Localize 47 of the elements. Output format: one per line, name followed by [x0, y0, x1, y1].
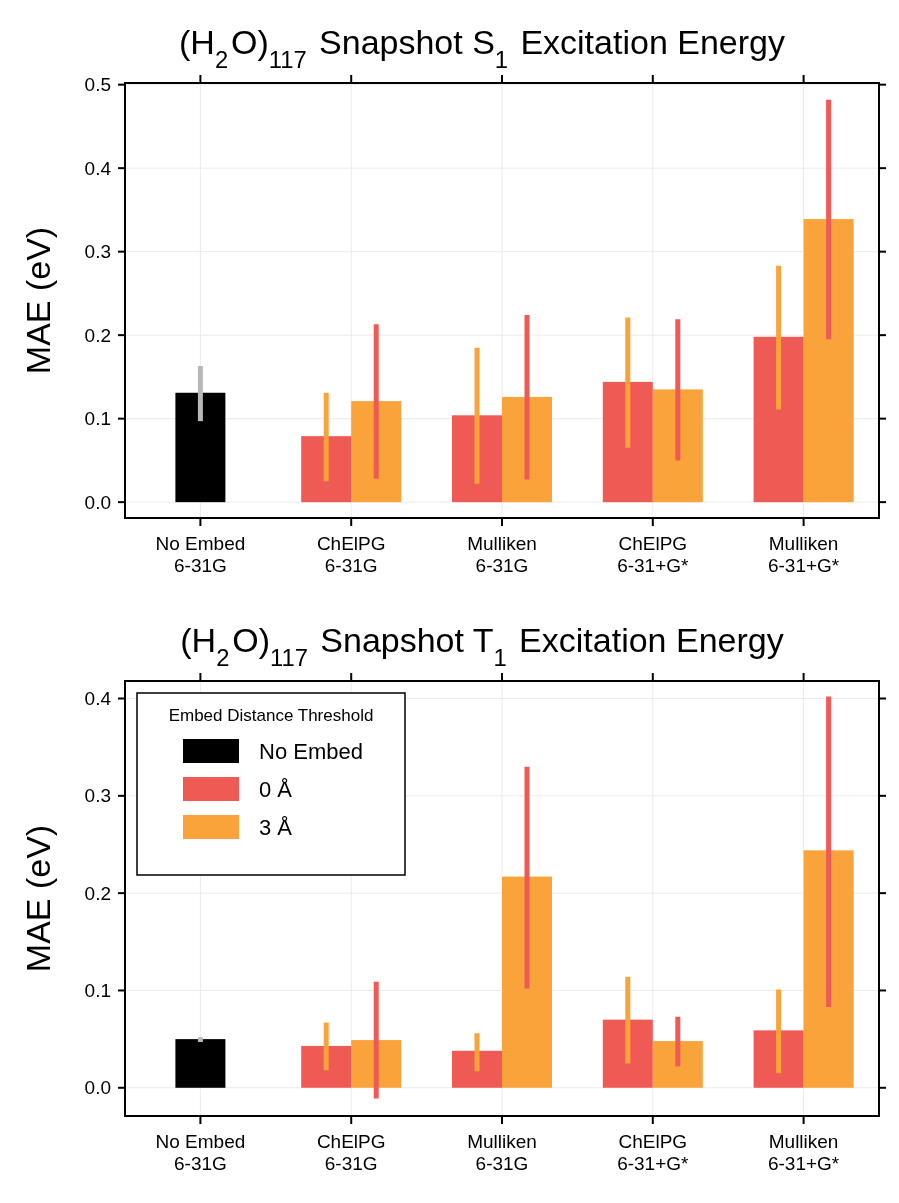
- bar: [803, 219, 854, 503]
- legend-title: Embed Distance Threshold: [168, 706, 374, 725]
- bar: [175, 392, 226, 503]
- bar: [652, 389, 703, 503]
- x-tick-label: ChElPG 6-31G: [316, 1131, 386, 1174]
- bar: [502, 876, 552, 1088]
- y-axis-title: MAE (eV): [19, 226, 57, 375]
- y-tick-label: 0.0: [84, 491, 111, 513]
- x-tick-label: ChElPG 6-31G: [316, 533, 386, 576]
- y-tick-label: 0.1: [84, 980, 111, 1002]
- bar: [803, 850, 854, 1088]
- bar: [652, 1041, 703, 1088]
- bar: [301, 1045, 352, 1088]
- legend-label: 3 Å: [259, 815, 293, 840]
- x-tick-label: Mulliken 6-31G: [467, 1131, 537, 1174]
- bar: [452, 415, 502, 503]
- y-tick-label: 0.5: [84, 74, 111, 96]
- bar: [175, 1039, 226, 1088]
- x-tick-label: Mulliken 6-31G: [467, 533, 537, 576]
- bar: [502, 396, 552, 503]
- chart-title: (H$_{2}$O)$_{117}$ Snapshot T$_{1}$ Excitation Energy: [180, 621, 784, 671]
- y-tick-label: 0.1: [84, 408, 111, 430]
- y-tick-label: 0.4: [84, 688, 112, 710]
- x-tick-label: No Embed 6-31G: [155, 1131, 246, 1174]
- y-tick-label: 0.2: [84, 324, 111, 346]
- bar: [452, 1050, 502, 1088]
- y-tick-label: 0.0: [84, 1077, 111, 1099]
- bar: [301, 436, 352, 503]
- bar: [351, 1040, 402, 1088]
- y-tick-label: 0.3: [84, 241, 111, 263]
- y-axis-title: MAE (eV): [19, 824, 57, 973]
- legend-label: 0 Å: [259, 777, 293, 802]
- x-tick-label: Mulliken 6-31+G*: [767, 1131, 840, 1174]
- y-tick-label: 0.2: [84, 882, 111, 904]
- x-tick-label: Mulliken 6-31+G*: [767, 533, 840, 576]
- y-tick-label: 0.3: [84, 785, 111, 807]
- bar: [351, 401, 402, 503]
- bar: [602, 381, 653, 503]
- bar: [753, 336, 804, 503]
- x-tick-label: No Embed 6-31G: [155, 533, 246, 576]
- bar: [602, 1019, 653, 1088]
- bar: [753, 1030, 804, 1088]
- chart-title: (H$_{2}$O)$_{117}$ Snapshot S$_{1}$ Excitation Energy: [179, 23, 785, 73]
- legend-label: No Embed: [259, 739, 363, 764]
- x-tick-label: ChElPG 6-31+G*: [617, 1131, 690, 1174]
- y-tick-label: 0.4: [84, 157, 112, 179]
- x-tick-label: ChElPG 6-31+G*: [617, 533, 690, 576]
